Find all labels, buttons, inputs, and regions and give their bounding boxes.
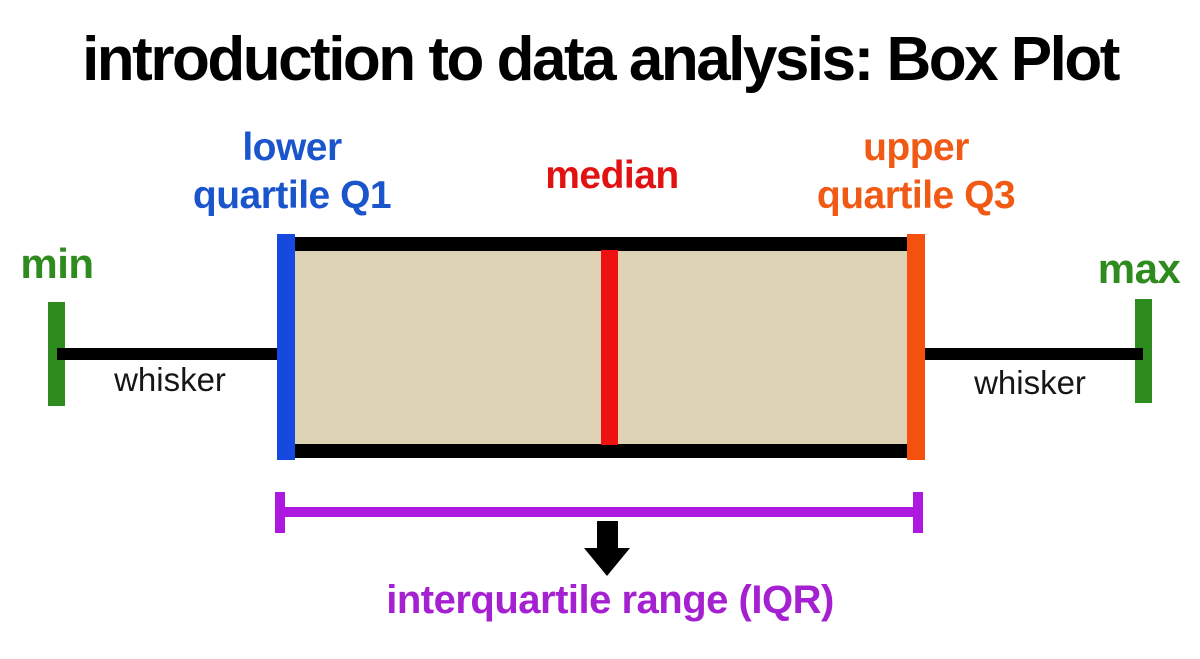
label-whisker-left: whisker — [114, 361, 226, 398]
median-line — [601, 250, 618, 445]
label-lower-quartile: lower quartile Q1 — [140, 124, 444, 220]
label-upper-quartile-line2: quartile Q3 — [816, 174, 1016, 217]
down-arrow-icon — [597, 521, 618, 548]
whisker-right-line — [919, 348, 1143, 360]
q3-edge-bar — [907, 234, 925, 460]
label-lower-quartile-line1: lower — [242, 126, 342, 169]
label-upper-quartile: upper quartile Q3 — [766, 124, 1066, 220]
label-whisker-right: whisker — [974, 364, 1086, 401]
iqr-bracket-left-cap — [275, 492, 285, 533]
iqr-bracket-right-cap — [913, 492, 923, 533]
down-arrow-head-icon — [584, 548, 630, 576]
label-median: median — [545, 154, 679, 197]
min-cap-bar — [48, 302, 65, 406]
q1-edge-bar — [277, 234, 295, 460]
label-max: max — [1097, 245, 1181, 292]
page-title: introduction to data analysis: Box Plot — [82, 25, 1120, 94]
max-cap-bar — [1135, 299, 1152, 403]
label-min: min — [20, 240, 94, 287]
label-upper-quartile-line1: upper — [863, 126, 969, 169]
label-lower-quartile-line2: quartile Q1 — [192, 174, 392, 217]
box-body — [277, 234, 925, 460]
iqr-bracket-bar — [277, 507, 923, 517]
label-iqr: interquartile range (IQR) — [386, 578, 834, 622]
whisker-left-line — [57, 348, 283, 360]
